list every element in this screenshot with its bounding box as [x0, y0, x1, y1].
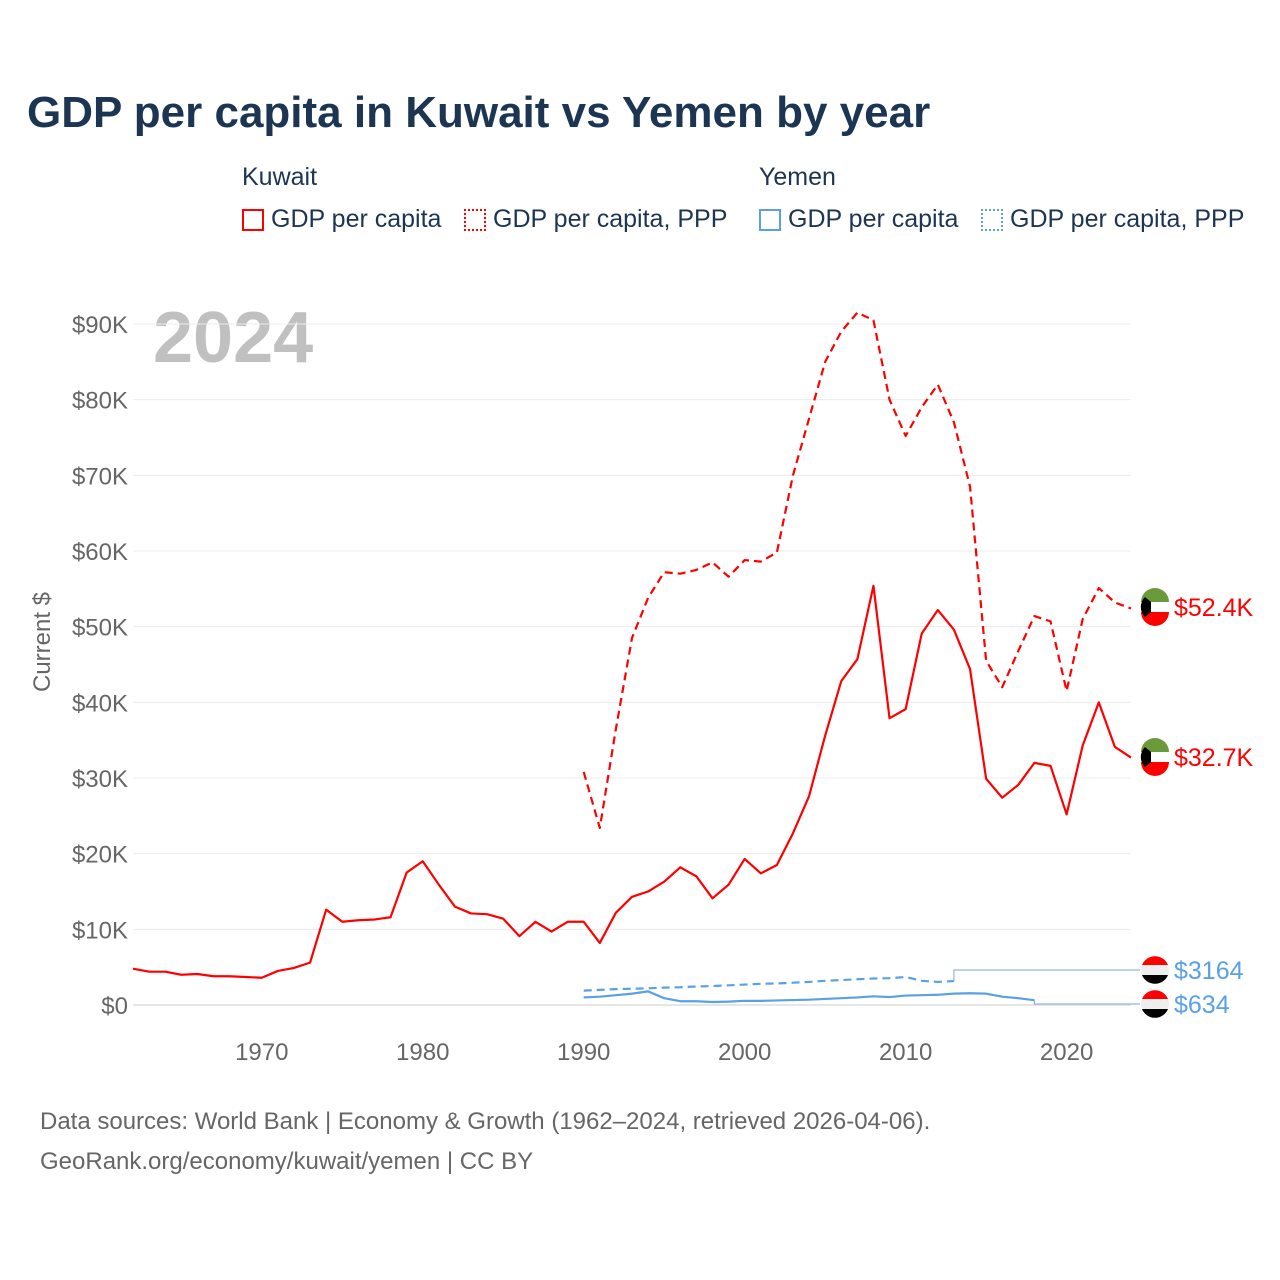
series-line-0 [132, 584, 1132, 979]
flag-green [1141, 738, 1169, 752]
flag-green [1141, 588, 1169, 602]
legend-group-yemen: Yemen [759, 163, 836, 191]
y-tick-label: $50K [72, 615, 128, 642]
y-tick-label: $10K [72, 917, 128, 944]
flag-red [1142, 990, 1168, 999]
flag-black [1140, 747, 1151, 767]
legend-kuwait-gdp[interactable]: GDP per capita [242, 205, 441, 234]
label-connector [1033, 1000, 1140, 1005]
x-tick-label: 1980 [396, 1039, 449, 1066]
series-end-label: $52.4K [1174, 594, 1254, 622]
flag-black [1142, 1009, 1168, 1018]
x-tick-label: 2000 [718, 1039, 771, 1066]
series-end-label: $3164 [1174, 957, 1244, 985]
legend-label: GDP per capita [271, 205, 442, 233]
legend-yemen-ppp[interactable]: GDP per capita, PPP [981, 205, 1244, 234]
series-line-2 [583, 990, 1035, 1004]
year-watermark: 2024 [153, 298, 313, 378]
series-end-label: $634 [1174, 991, 1230, 1019]
footer-sources: Data sources: World Bank | Economy & Gro… [40, 1108, 931, 1135]
kuwait-flag-icon [1140, 738, 1169, 776]
yemen-flag-icon [1141, 956, 1169, 984]
flag-red [1141, 612, 1169, 626]
legend-swatch-solid [242, 208, 264, 231]
kuwait-flag-icon [1140, 588, 1169, 626]
legend-kuwait-ppp[interactable]: GDP per capita, PPP [464, 205, 727, 234]
legend-label: GDP per capita [788, 205, 959, 233]
yemen-flag-icon [1141, 990, 1169, 1018]
y-tick-label: $80K [72, 388, 128, 415]
label-connector [953, 969, 1140, 982]
legend-label: GDP per capita, PPP [493, 205, 728, 233]
legend-swatch-dotted [464, 208, 486, 231]
chart-title: GDP per capita in Kuwait vs Yemen by yea… [27, 88, 931, 137]
x-tick-label: 2020 [1040, 1039, 1093, 1066]
flag-red [1141, 762, 1169, 776]
y-tick-label: $60K [72, 539, 128, 566]
footer-link[interactable]: GeoRank.org/economy/kuwait/yemen | CC BY [40, 1148, 534, 1175]
y-tick-label: $90K [72, 312, 128, 339]
series-line-1 [582, 311, 1132, 830]
y-tick-label: $70K [72, 463, 128, 490]
series-line-3 [583, 975, 954, 992]
x-tick-label: 1970 [235, 1039, 288, 1066]
legend-group-kuwait: Kuwait [242, 163, 318, 191]
y-tick-label: $0 [101, 993, 128, 1020]
flag-red [1142, 956, 1168, 965]
legend-label: GDP per capita, PPP [1010, 205, 1245, 233]
series-end-label: $32.7K [1174, 744, 1254, 772]
flag-black [1140, 597, 1151, 617]
y-axis-label: Current $ [29, 592, 56, 692]
legend-yemen-gdp[interactable]: GDP per capita [759, 205, 958, 234]
legend-swatch-solid [759, 208, 781, 231]
flag-black [1142, 975, 1168, 984]
x-tick-label: 2010 [879, 1039, 932, 1066]
y-tick-label: $30K [72, 766, 128, 793]
y-tick-label: $40K [72, 690, 128, 717]
x-tick-label: 1990 [557, 1039, 610, 1066]
y-tick-label: $20K [72, 842, 128, 869]
legend-swatch-dotted [981, 208, 1003, 231]
